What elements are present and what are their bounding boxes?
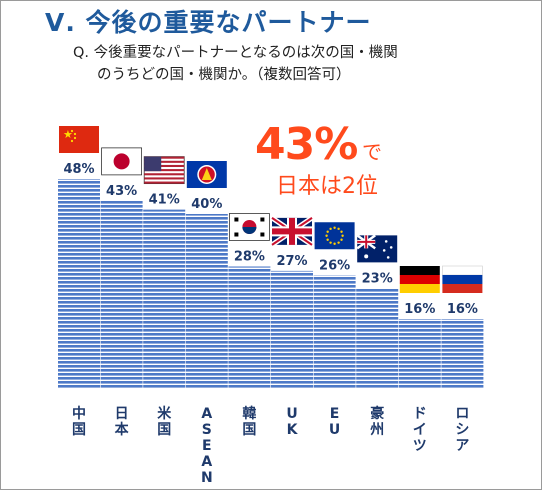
value-label-7: 23% [362,271,393,286]
bar-5 [271,270,313,389]
bar-7 [356,288,399,389]
australia-flag-icon [356,234,398,263]
bar-3 [185,214,228,389]
question-line-1: Q. 今後重要なパートナーとなるのは次の国・機関 [73,45,398,61]
germany-flag-icon [399,266,440,293]
russia-flag-icon [442,265,483,293]
bar-6 [313,275,356,389]
category-label-0: 中国 [72,405,86,438]
bar-9 [441,319,484,389]
category-label-9: ロシア [455,406,469,454]
bar-2 [143,209,186,389]
slide-title: Ⅴ. 今後の重要なパートナー [45,8,372,37]
japan-flag-icon [101,147,142,176]
bar-8 [398,319,441,389]
callout-percent: 43% [255,119,358,170]
value-label-4: 28% [234,250,265,265]
callout-rank: 日本は2位 [276,174,378,199]
category-label-7: 豪州 [369,405,384,438]
bar-0 [58,179,100,389]
value-label-2: 41% [149,193,180,208]
category-label-2: 米国 [157,405,172,438]
china-flag-icon: ★ [59,126,99,153]
value-label-0: 48% [63,162,94,177]
eu-flag-icon [314,222,355,250]
value-label-9: 16% [447,302,478,317]
value-label-1: 43% [106,184,137,199]
uk-flag-icon [270,215,314,247]
callout-suffix: で [362,140,382,164]
value-label-6: 26% [319,258,350,273]
bar-1 [100,200,143,389]
category-label-4: 韓国 [242,405,256,438]
bar-4 [228,266,271,389]
value-label-3: 40% [191,197,222,212]
korea-flag-icon [228,213,270,241]
value-label-5: 27% [276,254,307,269]
svg-text:★: ★ [63,128,73,141]
category-label-1: 日本 [115,406,130,438]
category-label-8: ドイツ [413,406,427,454]
question-line-2: のうちどの国・機関か。（複数回答可） [97,67,351,83]
usa-flag-icon [143,156,185,185]
asean-flag-icon [186,161,227,188]
value-label-8: 16% [404,302,435,317]
